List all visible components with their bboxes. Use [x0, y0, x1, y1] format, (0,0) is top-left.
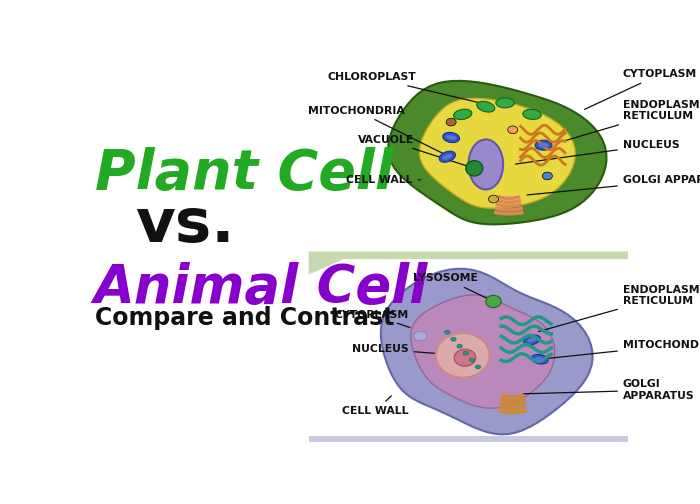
Ellipse shape — [454, 349, 476, 366]
Polygon shape — [381, 269, 593, 434]
Text: vs.: vs. — [135, 196, 235, 255]
Text: Compare and Contrast: Compare and Contrast — [95, 306, 395, 331]
Text: CYTOPLASM: CYTOPLASM — [335, 309, 410, 328]
Ellipse shape — [443, 133, 459, 143]
Text: ENDOPLASMIC
RETICULUM: ENDOPLASMIC RETICULUM — [538, 285, 700, 332]
Polygon shape — [389, 81, 606, 224]
Text: ENDOPLASMIC
RETICULUM: ENDOPLASMIC RETICULUM — [566, 100, 700, 141]
Text: MITOCHONDRIA: MITOCHONDRIA — [308, 105, 447, 156]
Ellipse shape — [486, 295, 501, 307]
Ellipse shape — [444, 330, 450, 334]
Ellipse shape — [527, 337, 537, 343]
Ellipse shape — [469, 358, 475, 362]
Text: GOLGI
APPARATUS: GOLGI APPARATUS — [523, 379, 694, 401]
Ellipse shape — [535, 357, 545, 362]
Ellipse shape — [446, 118, 456, 126]
Text: CYTOPLASM: CYTOPLASM — [584, 70, 697, 109]
Ellipse shape — [457, 344, 462, 348]
Ellipse shape — [442, 154, 452, 160]
Ellipse shape — [508, 126, 518, 134]
Ellipse shape — [435, 333, 490, 377]
Text: NUCLEUS: NUCLEUS — [515, 140, 680, 164]
Ellipse shape — [466, 161, 483, 176]
Polygon shape — [309, 436, 629, 443]
Text: CELL WALL: CELL WALL — [346, 175, 420, 185]
Ellipse shape — [454, 109, 472, 119]
Ellipse shape — [463, 351, 468, 355]
Text: LYSOSOME: LYSOSOME — [413, 273, 491, 300]
Ellipse shape — [542, 172, 552, 180]
Text: GOLGI APPARATUS: GOLGI APPARATUS — [527, 175, 700, 195]
Text: CELL WALL: CELL WALL — [342, 396, 409, 416]
Text: CHLOROPLAST: CHLOROPLAST — [328, 73, 487, 104]
Ellipse shape — [523, 109, 541, 119]
Polygon shape — [419, 98, 575, 208]
Text: Plant Cell: Plant Cell — [95, 148, 394, 202]
Polygon shape — [309, 251, 629, 275]
Ellipse shape — [446, 135, 456, 140]
Ellipse shape — [524, 335, 540, 345]
Ellipse shape — [477, 101, 495, 112]
Ellipse shape — [475, 365, 481, 369]
Ellipse shape — [451, 337, 456, 341]
Ellipse shape — [538, 143, 549, 148]
Ellipse shape — [439, 151, 456, 162]
Text: NUCLEUS: NUCLEUS — [352, 344, 460, 355]
Ellipse shape — [489, 195, 498, 203]
Ellipse shape — [414, 332, 427, 341]
Text: VACUOLE: VACUOLE — [358, 135, 472, 167]
Ellipse shape — [531, 354, 548, 364]
Polygon shape — [411, 295, 554, 408]
Text: Animal Cell: Animal Cell — [93, 262, 428, 313]
Text: MITOCHONDRIA: MITOCHONDRIA — [542, 340, 700, 359]
Ellipse shape — [468, 140, 503, 190]
Ellipse shape — [496, 98, 514, 108]
Ellipse shape — [535, 140, 552, 150]
